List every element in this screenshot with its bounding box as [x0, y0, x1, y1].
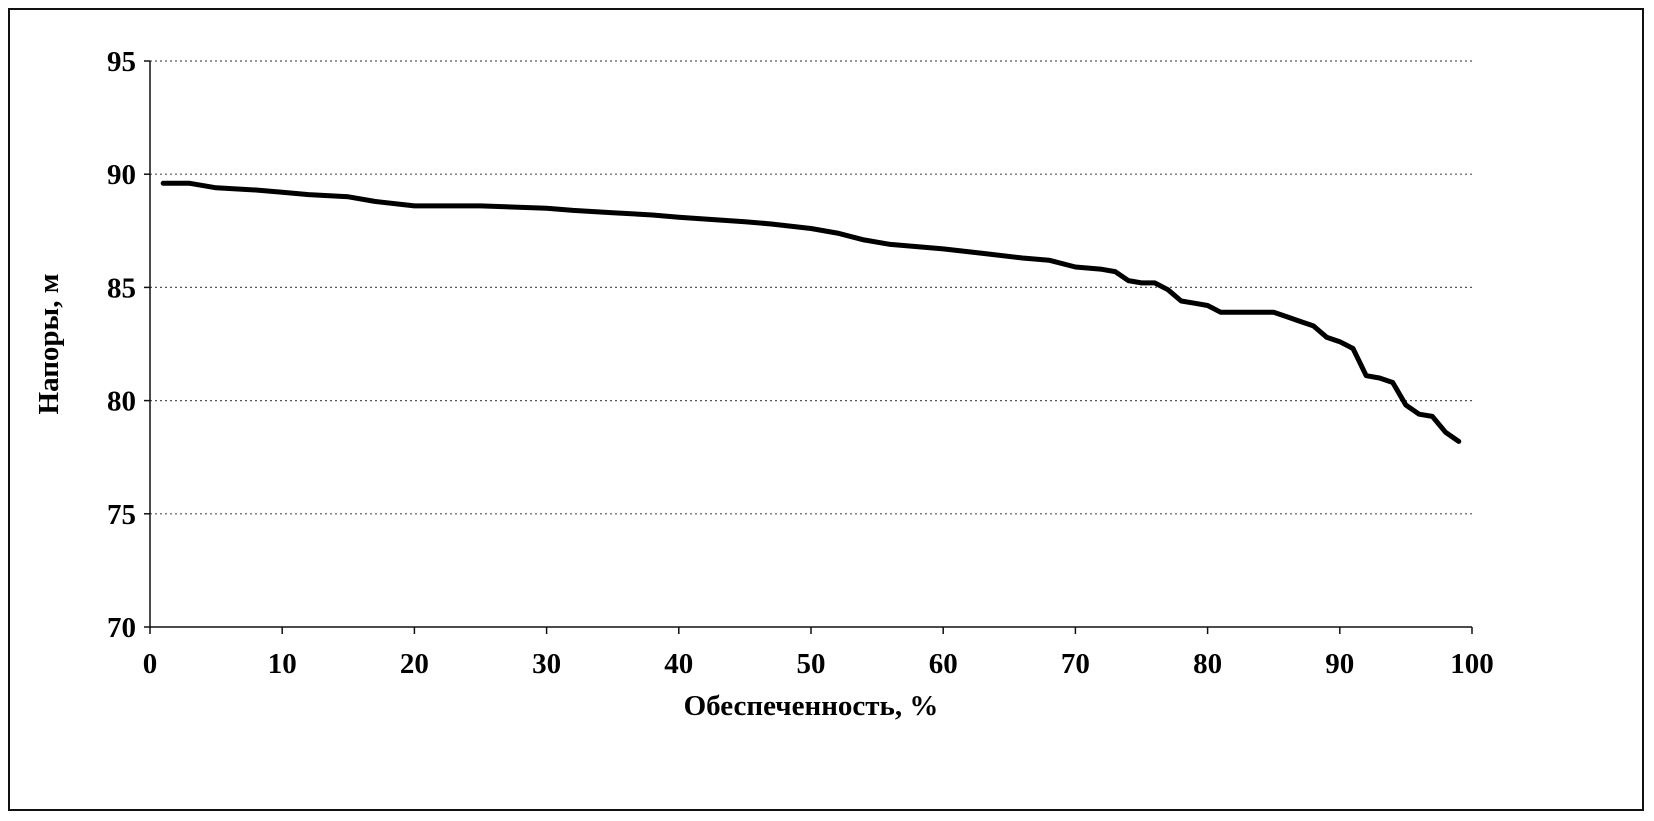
x-tick-label: 40 — [664, 648, 693, 680]
y-tick-label: 75 — [107, 499, 136, 531]
x-tick-label: 60 — [929, 648, 958, 680]
y-tick-label: 85 — [107, 272, 136, 304]
y-tick-label: 95 — [107, 46, 136, 78]
x-tick-labels: 0 10 20 30 40 50 60 70 80 90 100 — [143, 627, 1494, 680]
series-layer — [160, 180, 1462, 444]
line-chart: 70 75 80 85 90 95 0 10 20 30 40 50 60 70 80 90 100 Обес… — [33, 46, 1494, 722]
grid-lines — [150, 60, 1472, 515]
x-axis-title: Обеспеченность, % — [684, 690, 939, 722]
x-tick-label: 20 — [400, 648, 429, 680]
x-tick-label: 50 — [797, 648, 826, 680]
x-tick-label: 0 — [143, 648, 158, 680]
x-tick-label: 30 — [532, 648, 561, 680]
axes — [149, 61, 1472, 628]
y-tick-label: 80 — [107, 386, 136, 418]
x-tick-label: 90 — [1325, 648, 1354, 680]
x-tick-label: 100 — [1450, 648, 1494, 680]
chart-frame: 70 75 80 85 90 95 0 10 20 30 40 50 60 70 80 90 100 Обес… — [8, 8, 1644, 811]
x-tick-label: 80 — [1193, 648, 1222, 680]
x-tick-label: 10 — [268, 648, 297, 680]
series-line-0 — [160, 180, 1462, 444]
y-tick-labels: 70 75 80 85 90 95 — [107, 46, 150, 644]
y-axis-title: Напоры, м — [33, 274, 65, 415]
x-tick-label: 70 — [1061, 648, 1090, 680]
y-tick-label: 90 — [107, 159, 136, 191]
y-tick-label: 70 — [107, 612, 136, 644]
